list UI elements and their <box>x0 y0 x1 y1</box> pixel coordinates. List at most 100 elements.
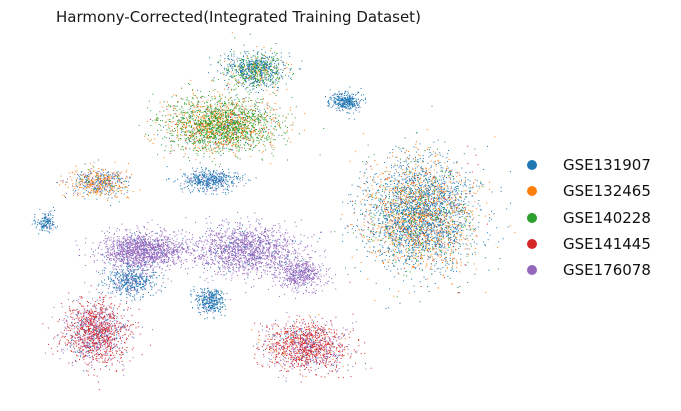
scatter-point <box>488 181 490 183</box>
scatter-point <box>234 123 236 125</box>
scatter-point <box>226 133 228 135</box>
scatter-point <box>243 127 245 129</box>
scatter-point <box>274 51 276 53</box>
scatter-point <box>246 64 248 66</box>
scatter-point <box>173 181 175 183</box>
scatter-point <box>353 103 355 105</box>
scatter-point <box>395 217 397 218</box>
scatter-point <box>441 247 443 249</box>
scatter-point <box>242 117 244 119</box>
scatter-point <box>212 137 214 139</box>
scatter-point <box>250 122 251 124</box>
scatter-point <box>345 98 347 100</box>
scatter-point <box>434 190 436 192</box>
scatter-point <box>217 133 219 135</box>
scatter-point <box>336 103 338 105</box>
scatter-point <box>257 106 259 108</box>
scatter-point <box>84 198 86 200</box>
scatter-point <box>260 79 261 81</box>
scatter-point <box>255 133 256 135</box>
scatter-point <box>210 177 211 179</box>
scatter-point <box>212 89 214 91</box>
scatter-point <box>396 186 398 188</box>
scatter-point <box>216 173 218 175</box>
scatter-point <box>246 131 248 133</box>
scatter-point <box>179 185 181 187</box>
scatter-point <box>341 95 343 97</box>
scatter-point <box>222 109 224 111</box>
scatter-point <box>392 235 394 237</box>
scatter-point <box>398 260 400 262</box>
scatter-point <box>223 131 225 133</box>
scatter-point <box>288 137 290 139</box>
scatter-point <box>191 184 193 186</box>
scatter-point <box>202 188 204 190</box>
scatter-point <box>209 123 211 125</box>
scatter-point <box>225 143 227 145</box>
scatter-point <box>217 121 219 123</box>
scatter-point <box>194 175 196 177</box>
scatter-point <box>118 180 120 182</box>
scatter-point <box>340 104 342 106</box>
scatter-point <box>198 133 200 135</box>
scatter-point <box>220 108 222 110</box>
scatter-point <box>436 209 437 211</box>
scatter-point <box>189 138 191 140</box>
scatter-point <box>238 114 240 116</box>
scatter-point <box>181 119 183 121</box>
scatter-point <box>230 177 232 179</box>
scatter-point <box>255 64 257 66</box>
scatter-point <box>202 129 204 131</box>
scatter-point <box>199 111 201 113</box>
scatter-point <box>269 63 271 65</box>
scatter-point <box>118 175 120 177</box>
scatter-point <box>238 125 240 127</box>
scatter-point <box>420 203 422 205</box>
scatter-point <box>422 192 423 194</box>
scatter-point <box>236 121 237 123</box>
scatter-point <box>274 103 276 104</box>
scatter-point <box>166 129 168 131</box>
scatter-point <box>203 114 205 116</box>
scatter-point <box>260 76 262 78</box>
scatter-point <box>336 96 338 98</box>
scatter-point <box>192 174 194 176</box>
scatter-point <box>278 87 279 89</box>
scatter-point <box>182 191 184 193</box>
scatter-point <box>170 105 172 107</box>
scatter-point <box>184 153 186 155</box>
scatter-point <box>230 149 232 151</box>
scatter-point <box>234 106 236 108</box>
scatter-point <box>216 123 218 125</box>
scatter-point <box>193 111 195 113</box>
scatter-point <box>428 214 430 216</box>
scatter-point <box>74 191 76 193</box>
scatter-point <box>252 72 254 74</box>
scatter-point <box>228 125 230 126</box>
scatter-point <box>193 176 195 178</box>
scatter-point <box>195 145 196 147</box>
scatter-point <box>176 126 178 127</box>
scatter-point <box>210 148 212 150</box>
scatter-point <box>236 126 238 128</box>
scatter-point <box>209 182 211 184</box>
scatter-point <box>204 140 206 142</box>
scatter-point <box>223 173 225 175</box>
scatter-point <box>213 158 215 160</box>
scatter-point <box>206 123 208 125</box>
scatter-point <box>210 131 212 133</box>
scatter-point <box>201 106 203 108</box>
scatter-point <box>406 228 408 230</box>
scatter-point <box>195 133 197 135</box>
scatter-point <box>352 94 354 96</box>
scatter-point <box>203 136 205 138</box>
scatter-point <box>361 99 363 101</box>
scatter-point <box>230 65 232 67</box>
scatter-point <box>247 64 249 66</box>
scatter-point <box>164 136 166 138</box>
scatter-point <box>351 101 353 103</box>
scatter-point <box>257 137 259 139</box>
scatter-point <box>245 97 247 99</box>
scatter-point <box>336 93 338 95</box>
scatter-point <box>280 60 282 61</box>
